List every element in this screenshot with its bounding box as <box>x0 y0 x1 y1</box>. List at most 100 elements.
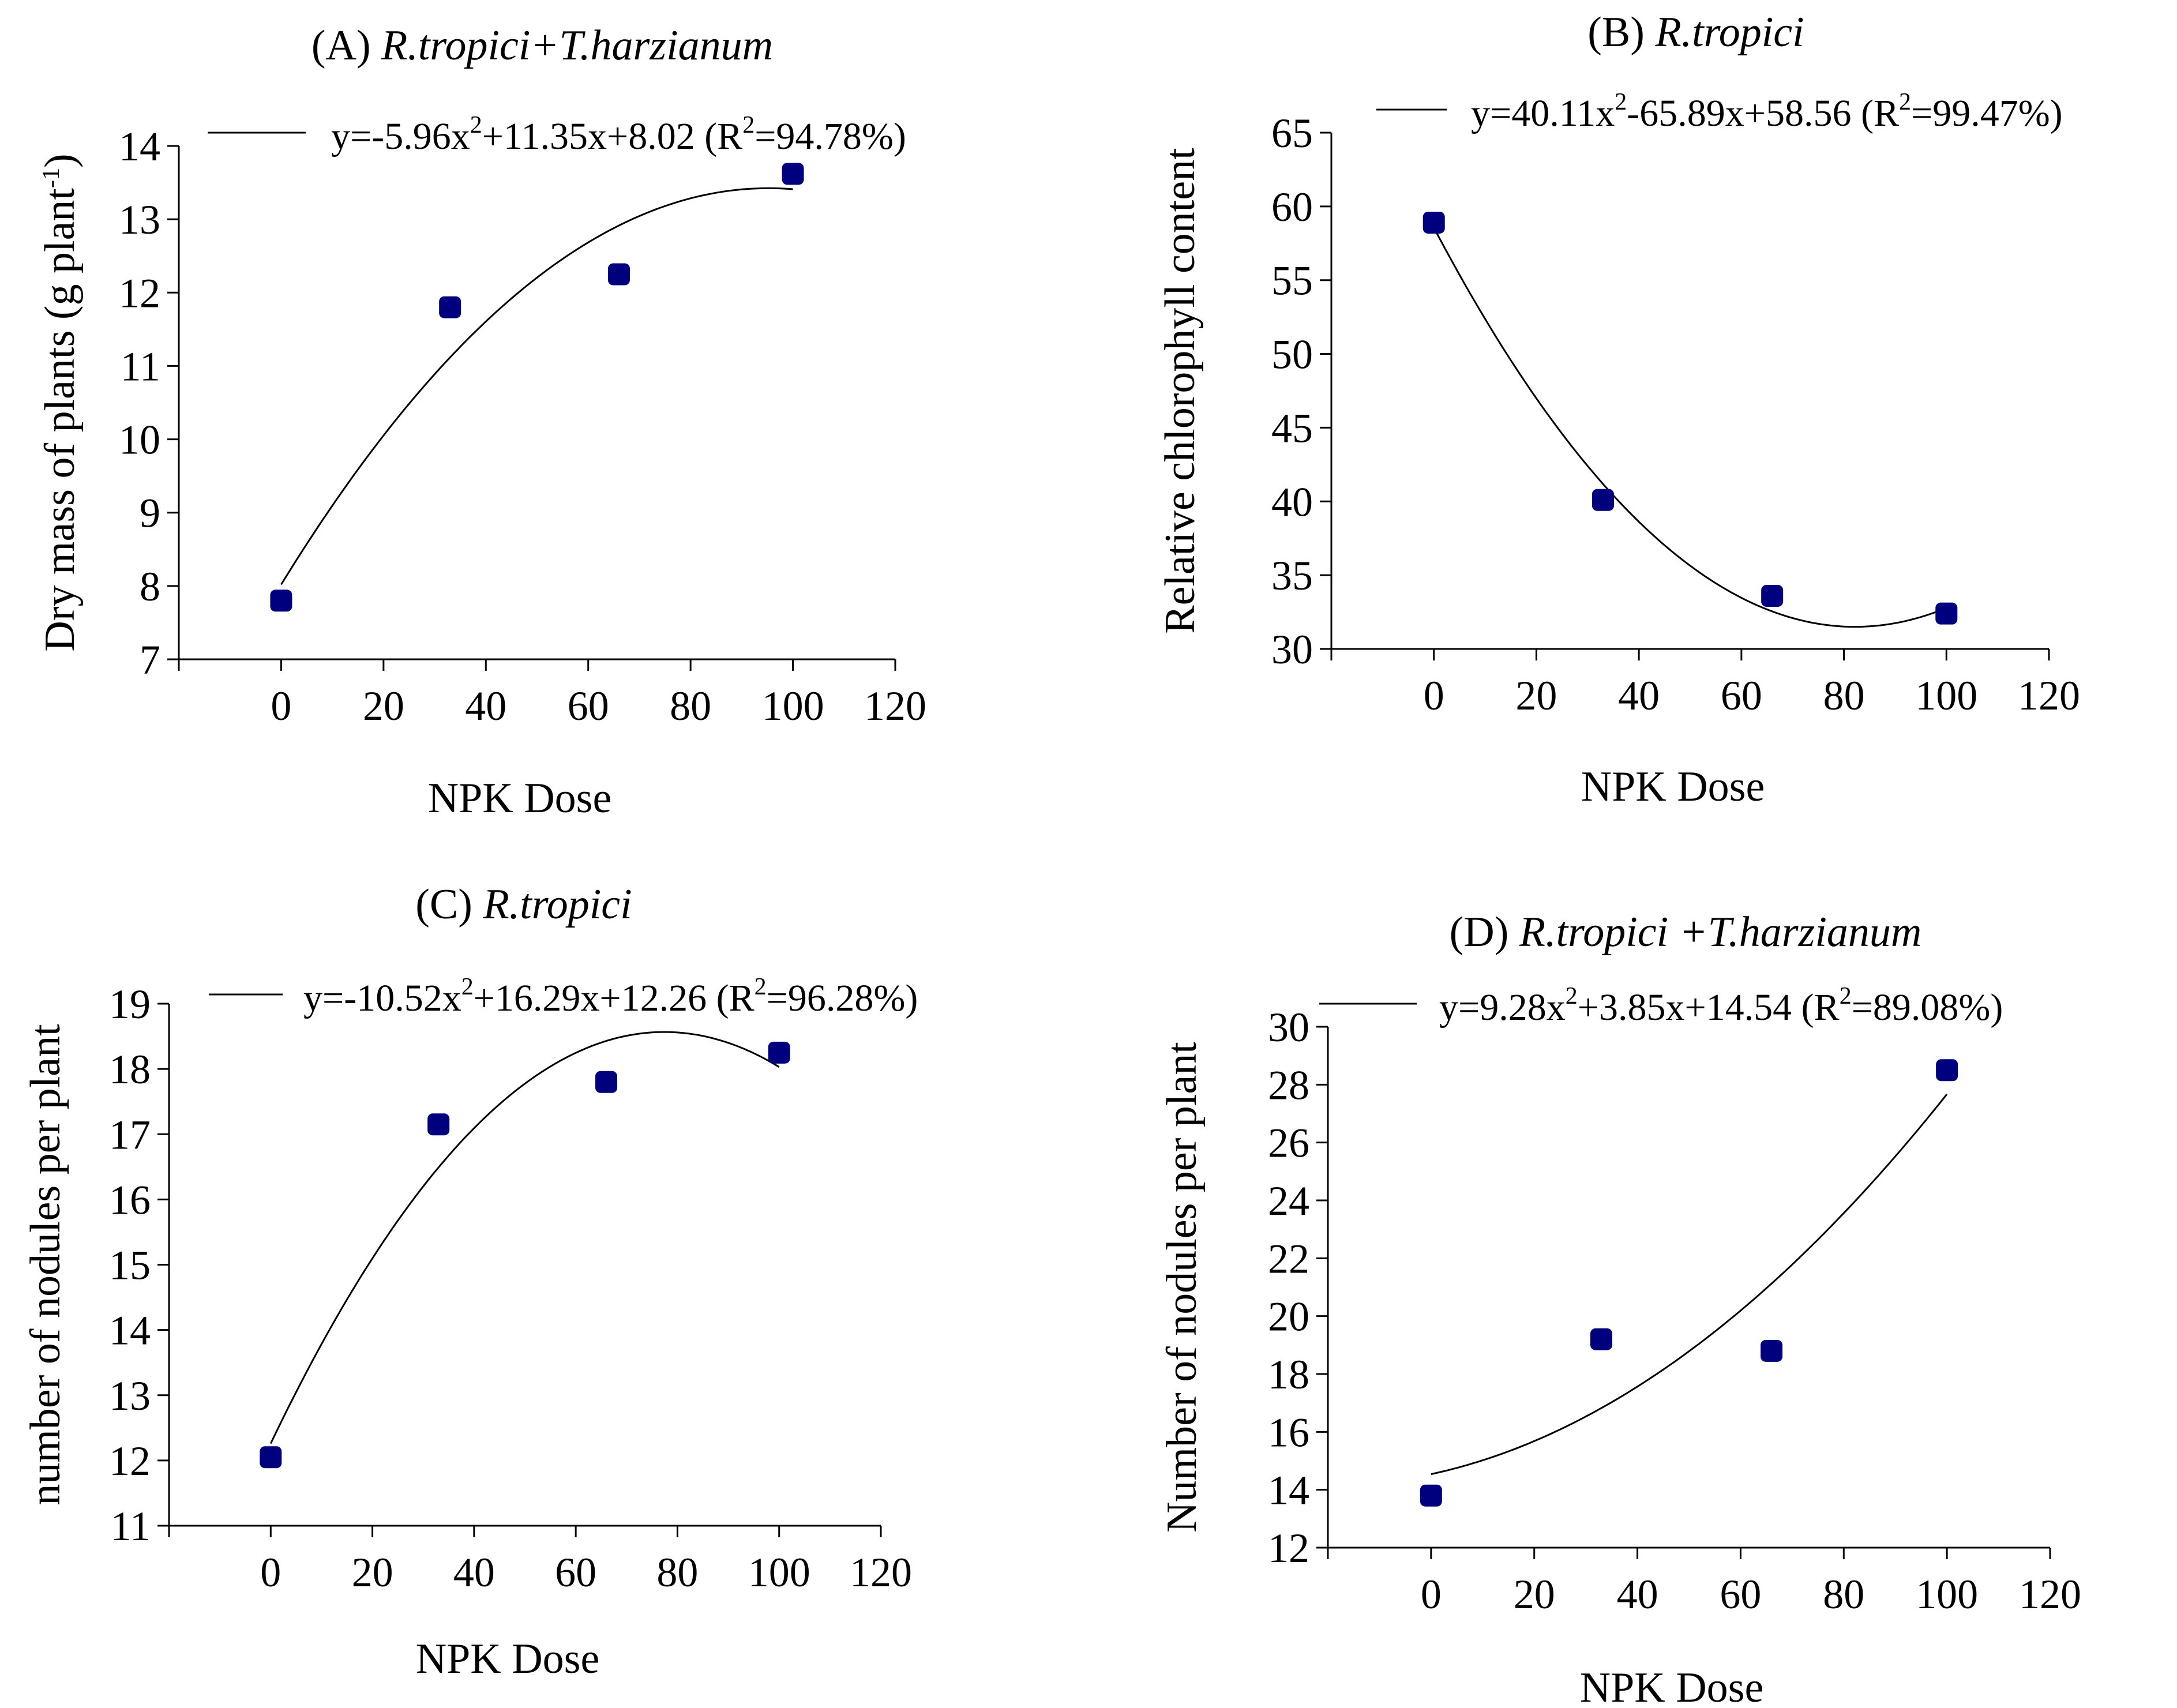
data-point <box>439 296 461 318</box>
y-tick-label: 22 <box>1268 1236 1309 1282</box>
y-tick-label: 24 <box>1268 1178 1309 1224</box>
fit-curve <box>269 1031 780 1444</box>
y-tick-label: 12 <box>109 1438 151 1484</box>
y-tick-label: 30 <box>1268 1004 1309 1050</box>
x-tick-label: 120 <box>2019 1571 2081 1617</box>
x-axis-label: NPK Dose <box>428 775 612 822</box>
y-tick-label: 7 <box>140 637 160 683</box>
y-tick-label: 16 <box>109 1177 151 1223</box>
y-tick-label: 13 <box>109 1373 151 1419</box>
x-tick-label: 20 <box>1515 673 1557 719</box>
x-tick-label: 100 <box>1915 673 1977 719</box>
x-tick-label: 100 <box>762 683 824 729</box>
x-tick-label: 0 <box>271 683 291 729</box>
x-tick-label: 60 <box>568 683 609 729</box>
chart-title: (D) R.tropici +T.harzianum <box>1450 909 1922 956</box>
x-tick-label: 20 <box>352 1549 393 1596</box>
y-tick-label: 14 <box>109 1308 151 1354</box>
y-tick-label: 17 <box>109 1112 151 1158</box>
y-tick-label: 45 <box>1271 405 1313 451</box>
x-tick-label: 40 <box>1617 1571 1658 1617</box>
x-tick-label: 60 <box>1720 1571 1761 1617</box>
chart-title: (C) R.tropici <box>415 881 632 928</box>
y-tick-label: 35 <box>1271 553 1313 599</box>
chart-panel-c: (C) R.tropici 11 12 13 14 15 16 17 18 19 0 20 40 60 80… <box>22 881 918 1683</box>
fit-equation: y=-10.52x2+16.29x+12.26 (R2=96.28%) <box>303 974 918 1019</box>
x-tick-label: 0 <box>1424 673 1444 719</box>
y-tick-label: 10 <box>119 417 160 463</box>
x-tick-label: 120 <box>850 1549 912 1596</box>
x-tick-label: 60 <box>1721 673 1762 719</box>
data-point <box>1761 1339 1783 1362</box>
x-tick-label: 120 <box>2018 673 2080 719</box>
y-tick-label: 18 <box>1268 1352 1309 1398</box>
fit-curve <box>1433 227 1947 628</box>
y-tick-label: 18 <box>109 1046 151 1093</box>
x-tick-label: 20 <box>363 683 404 729</box>
fit-equation: y=-5.96x2+11.35x+8.02 (R2=94.78%) <box>331 112 906 157</box>
x-tick-label: 80 <box>670 683 711 729</box>
y-axis-label: Relative chlorophyll content <box>1157 148 1204 634</box>
y-tick-label: 28 <box>1268 1062 1309 1108</box>
x-tick-label: 80 <box>656 1549 698 1596</box>
x-axis-label: NPK Dose <box>416 1635 600 1683</box>
y-tick-label: 11 <box>111 1503 151 1549</box>
y-tick-label: 40 <box>1271 479 1313 525</box>
data-point <box>1935 602 1958 625</box>
y-axis-label: Number of nodules per plant <box>1158 1042 1206 1533</box>
x-tick-label: 0 <box>260 1549 281 1596</box>
x-tick-label: 60 <box>555 1549 596 1596</box>
y-tick-label: 13 <box>119 197 160 243</box>
data-point <box>1422 211 1445 234</box>
y-tick-label: 55 <box>1271 258 1313 304</box>
fit-equation: y=40.11x2-65.89x+58.56 (R2=99.47%) <box>1471 89 2063 134</box>
x-tick-label: 120 <box>864 683 926 729</box>
data-point <box>270 590 292 612</box>
x-tick-label: 80 <box>1823 1571 1864 1617</box>
y-tick-label: 8 <box>140 564 160 610</box>
data-point <box>1590 1328 1612 1350</box>
y-tick-label: 19 <box>109 981 151 1027</box>
x-axis-label: NPK Dose <box>1581 763 1765 810</box>
data-point <box>1761 584 1784 607</box>
y-tick-label: 14 <box>1268 1467 1309 1514</box>
chart-panel-b: (B) R.tropici 30 35 40 45 50 55 60 65 0 20 40 60 80 10… <box>1157 9 2080 810</box>
x-axis-label: NPK Dose <box>1580 1664 1764 1708</box>
x-tick-label: 100 <box>748 1549 810 1596</box>
y-tick-label: 15 <box>109 1242 151 1289</box>
fit-curve <box>280 187 793 585</box>
y-tick-label: 14 <box>119 123 160 170</box>
data-point <box>260 1446 282 1469</box>
data-point <box>768 1041 790 1064</box>
x-tick-label: 40 <box>453 1549 495 1596</box>
chart-title: (A) R.tropici+T.harzianum <box>311 22 773 69</box>
y-tick-label: 12 <box>119 270 160 316</box>
y-axis-label: number of nodules per plant <box>22 1024 69 1506</box>
data-point <box>1592 489 1614 511</box>
x-tick-label: 40 <box>1618 673 1660 719</box>
y-axis-label: Dry mass of plants (g plant-1) <box>36 153 84 651</box>
data-point <box>427 1113 450 1136</box>
y-tick-label: 20 <box>1268 1294 1309 1340</box>
chart-title: (B) R.tropici <box>1587 9 1804 56</box>
y-tick-label: 65 <box>1271 110 1313 156</box>
x-tick-label: 40 <box>465 683 506 729</box>
data-point <box>595 1071 618 1093</box>
y-tick-label: 11 <box>121 343 160 389</box>
x-tick-label: 100 <box>1916 1571 1978 1617</box>
x-tick-label: 0 <box>1421 1571 1442 1617</box>
y-tick-label: 30 <box>1271 626 1313 673</box>
y-tick-label: 60 <box>1271 184 1313 230</box>
y-tick-label: 9 <box>140 490 160 536</box>
data-point <box>607 263 630 286</box>
chart-panel-d: (D) R.tropici +T.harzianum 12 14 16 18 20 22 24… <box>1158 909 2081 1708</box>
data-point <box>1420 1484 1442 1507</box>
chart-panel-a: (A) R.tropici+T.harzianum 7 8 9 10 11 12 13 14 0 2… <box>36 22 926 822</box>
data-point <box>1936 1059 1958 1082</box>
x-tick-label: 80 <box>1823 673 1865 719</box>
fit-curve <box>1431 1093 1948 1476</box>
y-tick-label: 16 <box>1268 1409 1309 1455</box>
fit-equation: y=9.28x2+3.85x+14.54 (R2=89.08%) <box>1439 983 2003 1028</box>
data-point <box>782 163 804 185</box>
